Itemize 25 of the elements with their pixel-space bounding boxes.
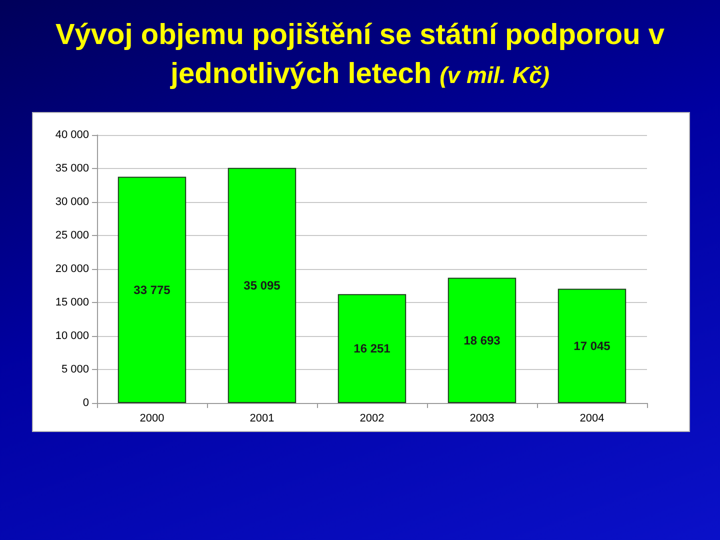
y-tick-label: 25 000 [55,230,89,242]
y-tick-label: 10 000 [55,330,89,342]
data-label: 17 045 [574,338,611,353]
y-tick-label: 5 000 [61,364,89,376]
x-tick-label: 2004 [580,412,604,424]
bar [338,294,406,403]
bar [228,168,296,403]
y-tick-label: 20 000 [55,263,89,275]
x-tick-label: 2003 [470,412,494,424]
x-tick-label: 2000 [140,412,164,424]
data-label: 35 095 [244,278,281,292]
data-label: 16 251 [354,342,391,356]
x-tick-label: 2001 [250,412,274,424]
chart-title: Vývoj objemu pojištění se státní podporou v jednotlivých letech (v mil. Kč) [54,18,666,92]
y-tick-label: 0 [82,397,89,409]
bar [118,176,186,403]
y-tick-label: 35 000 [55,162,89,174]
bar [558,288,626,403]
y-tick-label: 15 000 [55,296,89,308]
bar [448,278,516,403]
data-label: 33 775 [134,282,171,297]
y-tick-label: 40 000 [55,129,89,141]
x-tick-label: 2002 [360,412,384,424]
y-tick-label: 30 000 [55,196,89,208]
data-label: 18 693 [464,333,501,348]
